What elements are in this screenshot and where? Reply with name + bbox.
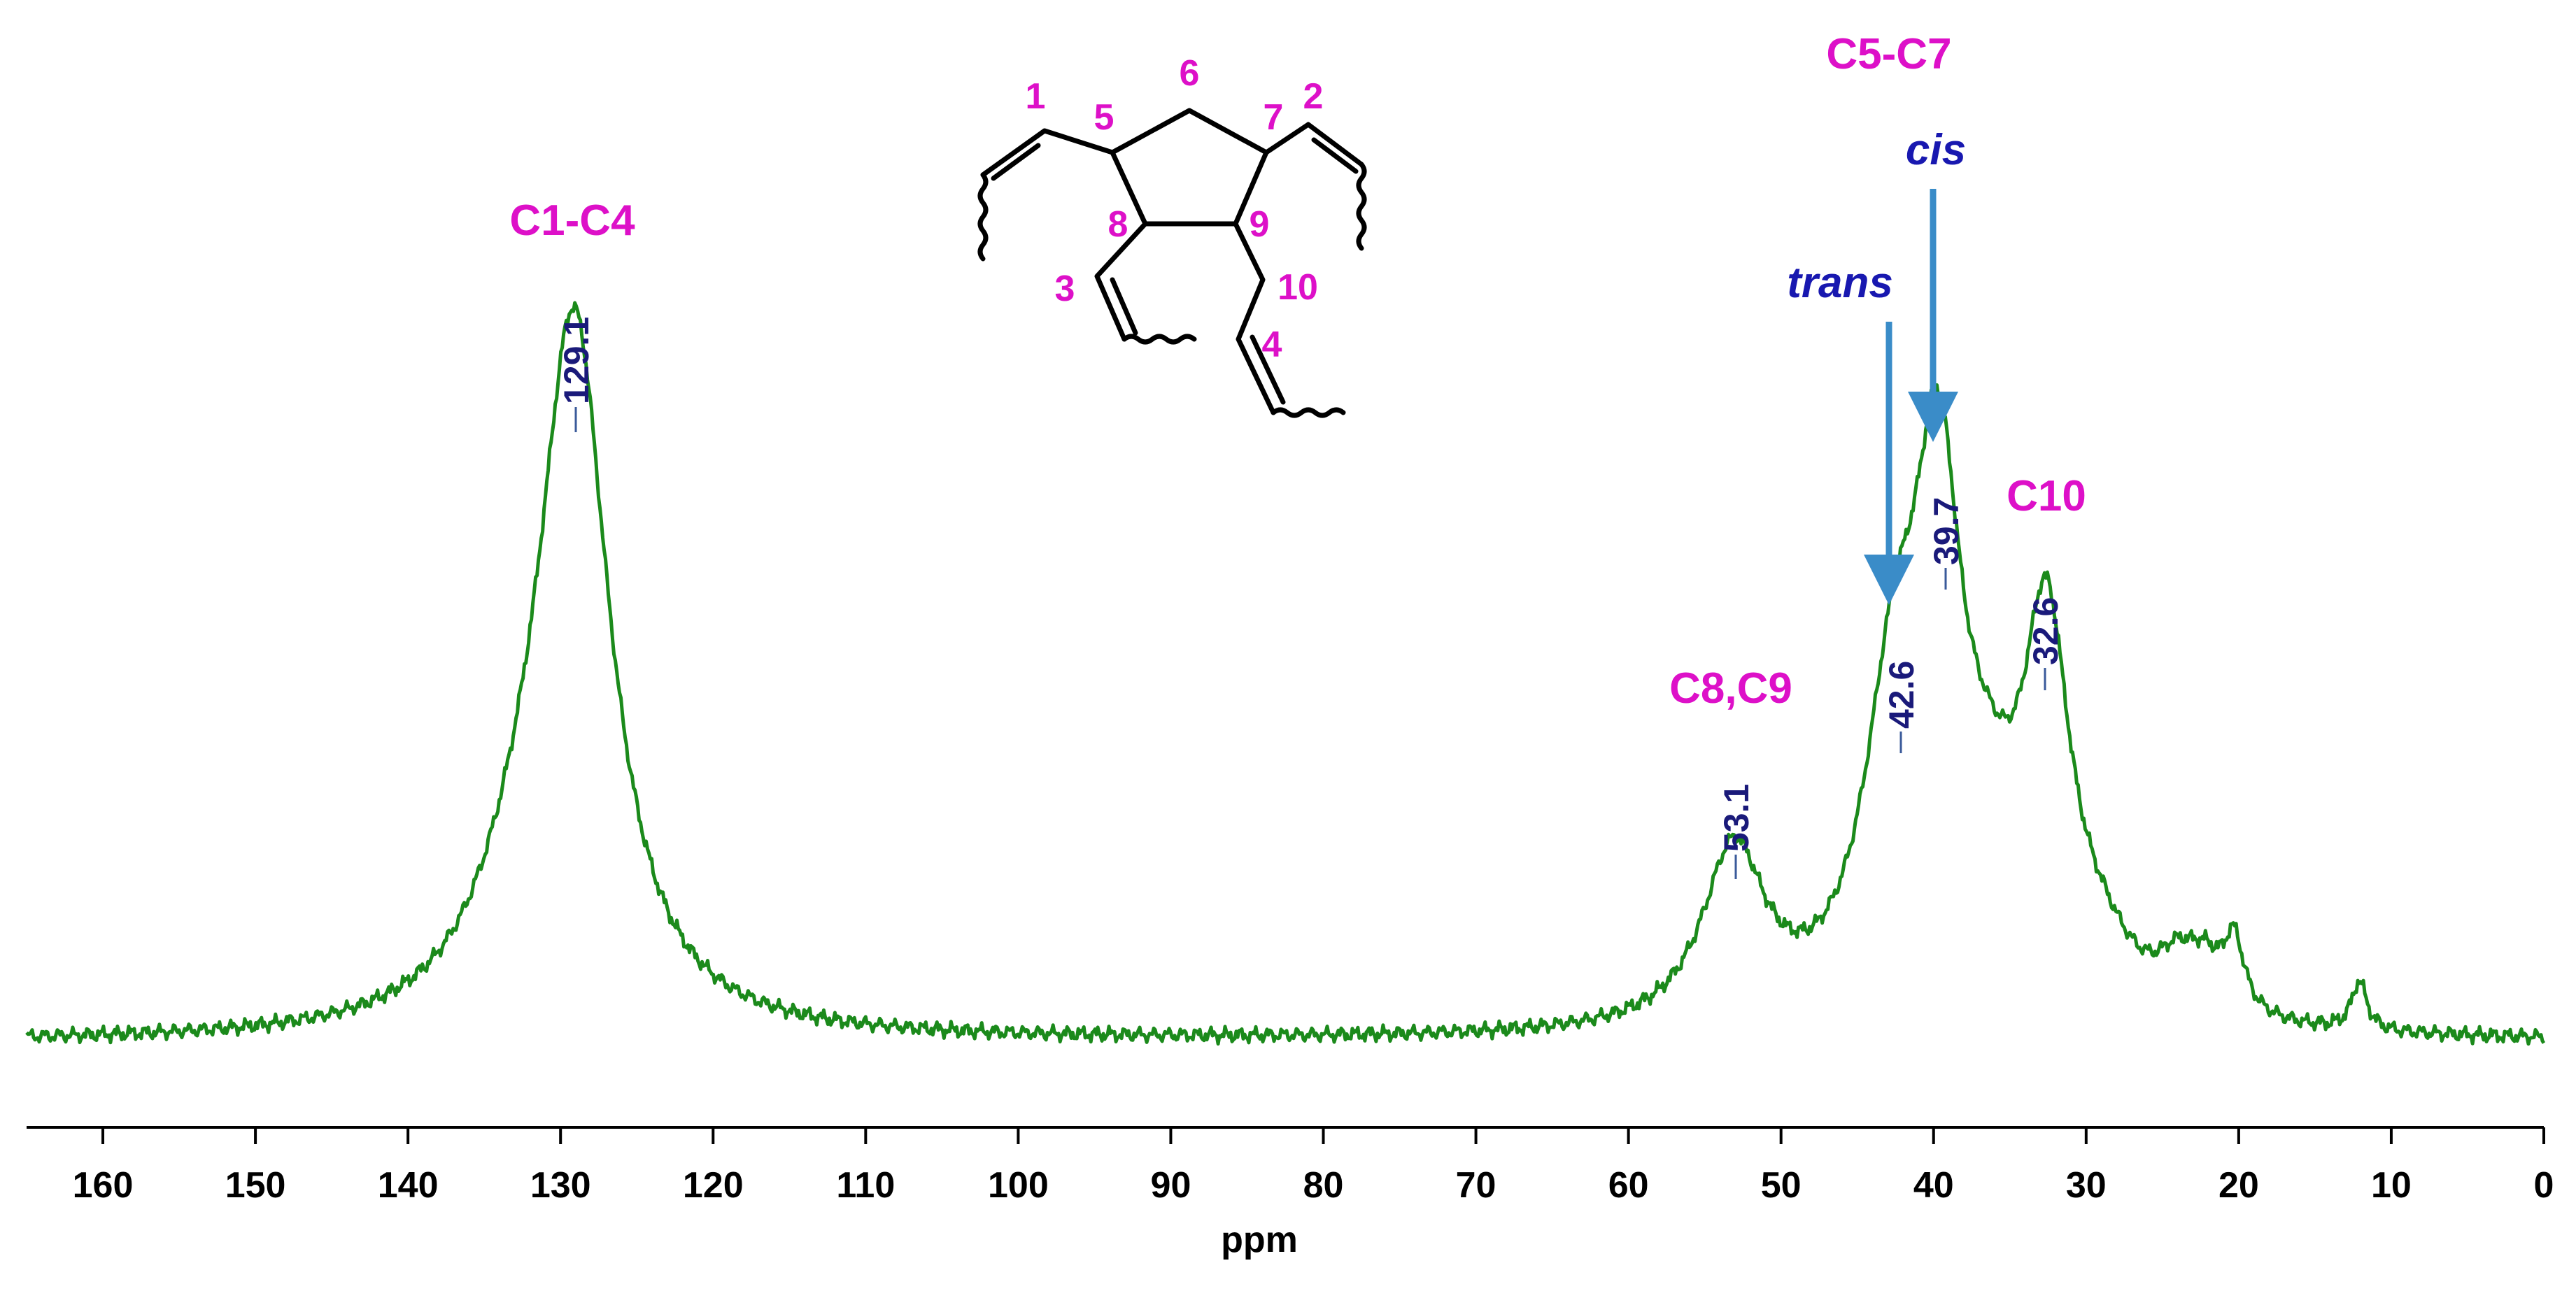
x-tick-label: 20 xyxy=(2218,1165,2259,1206)
structure-bonds xyxy=(977,108,1367,418)
x-tick-label: 30 xyxy=(2066,1165,2107,1206)
x-tick-label: 130 xyxy=(530,1165,591,1206)
atom-number-9: 9 xyxy=(1250,204,1270,245)
x-tick-label: 140 xyxy=(378,1165,439,1206)
x-tick-label: 70 xyxy=(1456,1165,1496,1206)
assignment-labels: C1-C4 C8,C9 C5-C7 C10 xyxy=(509,30,2086,713)
atom-number-7: 7 xyxy=(1264,97,1284,138)
peak-label-42-6: 42.6 xyxy=(1882,661,1921,729)
x-tick-label: 150 xyxy=(225,1165,286,1206)
x-tick-label: 90 xyxy=(1151,1165,1191,1206)
peak-labels: 129.1 53.1 42.6 39.7 32.6 xyxy=(557,317,2065,879)
spectrum-line xyxy=(25,301,2546,1046)
peak-label-32-6: 32.6 xyxy=(2026,597,2065,665)
x-tick-label: 10 xyxy=(2371,1165,2412,1206)
atom-number-3: 3 xyxy=(1055,269,1075,309)
x-tick-label: 50 xyxy=(1761,1165,1802,1206)
atom-number-4: 4 xyxy=(1262,324,1282,365)
atom-number-8: 8 xyxy=(1108,204,1128,245)
isomer-label-cis: cis xyxy=(1906,126,1966,174)
peak-label-129-1: 129.1 xyxy=(557,317,596,404)
structure-atom-numbers: 1 2 3 4 5 6 7 8 9 10 xyxy=(1026,53,1324,365)
chemical-structure: 1 2 3 4 5 6 7 8 9 10 xyxy=(977,53,1367,418)
assignment-c1-c4: C1-C4 xyxy=(509,197,635,245)
atom-number-5: 5 xyxy=(1094,97,1114,138)
atom-number-1: 1 xyxy=(1026,76,1046,117)
peak-label-53-1: 53.1 xyxy=(1717,784,1756,852)
atom-number-6: 6 xyxy=(1180,53,1200,94)
peak-label-39-7: 39.7 xyxy=(1927,497,1966,565)
x-tick-label: 60 xyxy=(1608,1165,1649,1206)
atom-number-10: 10 xyxy=(1278,267,1318,308)
isomer-label-trans: trans xyxy=(1787,259,1893,307)
x-tick-label: 80 xyxy=(1303,1165,1344,1206)
x-tick-label: 40 xyxy=(1913,1165,1954,1206)
x-axis-ticks: 160 150 140 130 120 110 100 90 80 70 60 50 40 30 20 10 0 xyxy=(73,1127,2554,1206)
isomer-annotations: trans cis xyxy=(1787,126,1966,605)
x-tick-label: 0 xyxy=(2534,1165,2554,1206)
x-axis-title: ppm xyxy=(1221,1220,1298,1260)
assignment-c10: C10 xyxy=(2007,472,2086,520)
x-tick-label: 100 xyxy=(988,1165,1049,1206)
atom-number-2: 2 xyxy=(1303,76,1324,117)
x-tick-label: 120 xyxy=(683,1165,744,1206)
assignment-c5-c7: C5-C7 xyxy=(1826,30,1951,78)
x-tick-label: 110 xyxy=(836,1165,895,1206)
x-tick-label: 160 xyxy=(73,1165,134,1206)
assignment-c8-c9: C8,C9 xyxy=(1669,664,1792,713)
